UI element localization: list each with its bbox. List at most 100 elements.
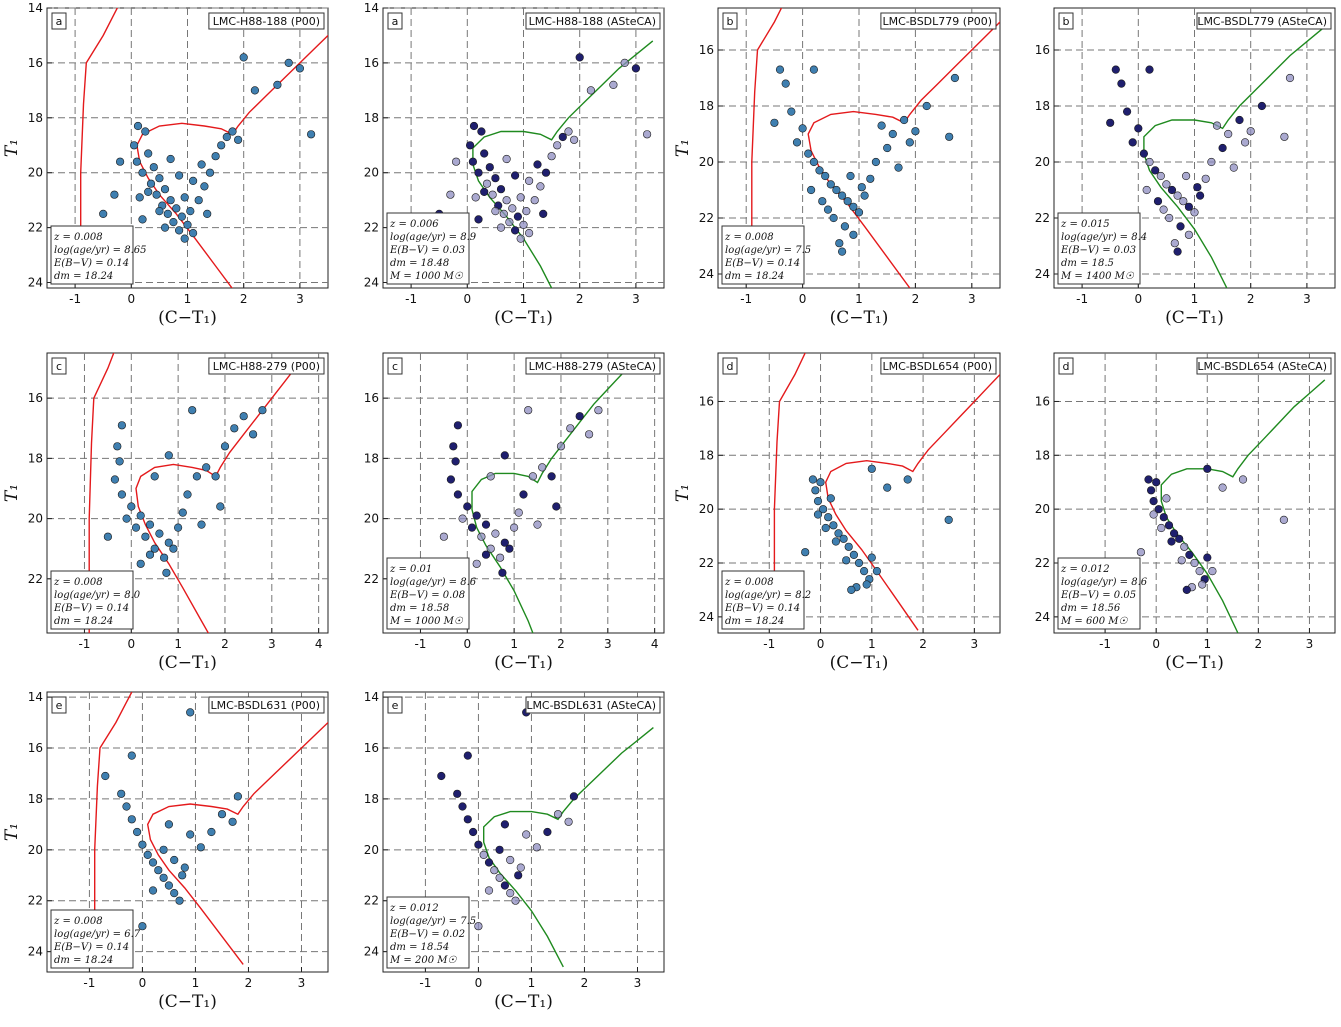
x-tick-label: 3 — [1306, 637, 1314, 651]
star-point — [770, 118, 779, 127]
star-point — [842, 556, 851, 565]
star-point — [122, 514, 131, 523]
star-point — [160, 223, 170, 232]
star-point — [146, 179, 156, 188]
star-point — [180, 234, 189, 243]
star-point — [496, 185, 506, 194]
panel-title-box — [1196, 357, 1332, 375]
star-point — [905, 138, 914, 147]
panel-8: -1 0 1 2 3 16 18 20 22 24 (C−T₁) d LMC-BSDL654 (ASte… — [1035, 352, 1336, 673]
star-point — [1235, 115, 1244, 125]
star-point — [846, 171, 855, 181]
star-point — [877, 121, 886, 130]
star-point — [138, 215, 147, 224]
x-tick-label: 3 — [298, 976, 306, 990]
panel-title-box — [208, 357, 325, 375]
y-tick-label: 14 — [364, 690, 379, 704]
star-point — [508, 204, 517, 213]
star-point — [115, 457, 124, 466]
star-point — [143, 850, 152, 860]
star-point — [530, 196, 539, 205]
star-point — [446, 190, 455, 199]
star-point — [1190, 208, 1199, 217]
star-point — [552, 502, 561, 511]
fit-param: dm = 18.5 — [1061, 258, 1114, 269]
star-point — [832, 185, 841, 195]
x-tick-label: 2 — [581, 976, 589, 990]
x-axis-label: (C−T₁) — [830, 653, 889, 673]
fit-param: dm = 18.24 — [725, 271, 784, 282]
star-point — [1240, 138, 1250, 147]
star-point — [239, 53, 248, 62]
panel-7: -1 0 1 2 3 16 18 20 22 24 (C−T₁) T₁ d LMC-BSDL654 (P0… — [673, 352, 1001, 673]
star-point — [117, 421, 126, 430]
star-point — [132, 157, 141, 166]
star-point — [170, 855, 179, 865]
star-point — [533, 160, 542, 169]
star-point — [543, 827, 552, 837]
y-tick-label: 18 — [364, 451, 379, 465]
fit-param: log(age/yr) = 7.5 — [390, 916, 476, 927]
star-point — [222, 132, 231, 142]
x-tick-label: 0 — [1152, 637, 1160, 651]
fit-params-box — [721, 570, 805, 630]
star-point — [522, 207, 531, 216]
star-point — [867, 553, 876, 562]
star-point — [1157, 523, 1166, 533]
star-point — [894, 163, 903, 172]
star-point — [524, 229, 534, 238]
star-point — [449, 442, 458, 451]
fit-param: M = 200 M☉ — [389, 955, 457, 966]
x-tick-label: 3 — [971, 637, 979, 651]
star-point — [829, 521, 838, 530]
y-tick-label: 22 — [364, 894, 379, 908]
star-point — [505, 218, 514, 227]
star-point — [491, 529, 500, 538]
star-point — [798, 124, 807, 133]
star-point — [481, 520, 491, 529]
panel-1: -1 0 1 2 3 14 16 18 20 22 24 (C−T₁) T₁ a LMC-H88-188 (… — [2, 1, 329, 328]
fit-params-box — [386, 212, 470, 285]
fit-params-box — [386, 896, 470, 969]
star-point — [216, 502, 225, 511]
fit-param: z = 0.006 — [389, 219, 439, 230]
star-point — [130, 141, 139, 150]
star-point — [792, 138, 802, 147]
fit-param: dm = 18.54 — [390, 942, 449, 953]
x-tick-label: 3 — [296, 292, 304, 306]
star-point — [883, 483, 892, 492]
star-point — [1279, 515, 1288, 525]
x-tick-label: -1 — [83, 976, 95, 990]
star-point — [502, 196, 511, 205]
y-tick-label: 24 — [364, 945, 379, 959]
star-point — [1193, 183, 1202, 192]
star-point — [834, 529, 843, 538]
star-point — [471, 193, 480, 202]
star-point — [446, 475, 456, 484]
star-point — [844, 542, 853, 551]
star-point — [250, 86, 259, 95]
star-point — [883, 143, 892, 153]
star-point — [510, 226, 520, 235]
star-point — [164, 538, 173, 547]
panel-letter: b — [1063, 15, 1070, 28]
star-point — [553, 810, 563, 819]
star-point — [1146, 486, 1156, 495]
y-tick-label: 18 — [28, 451, 43, 465]
star-point — [477, 127, 486, 136]
star-point — [1195, 191, 1205, 200]
star-point — [806, 185, 816, 195]
fit-param: E(B−V) = 0.14 — [53, 603, 129, 614]
star-point — [230, 424, 239, 433]
panel-letter-box — [387, 696, 403, 714]
panel-letter: d — [1063, 360, 1070, 373]
star-point — [818, 197, 827, 206]
star-point — [144, 187, 153, 196]
fit-param: E(B−V) = 0.03 — [1060, 245, 1136, 256]
star-point — [474, 922, 483, 931]
x-tick-label: 1 — [1191, 292, 1199, 306]
star-point — [903, 475, 912, 484]
star-point — [866, 174, 875, 183]
star-point — [192, 472, 201, 481]
